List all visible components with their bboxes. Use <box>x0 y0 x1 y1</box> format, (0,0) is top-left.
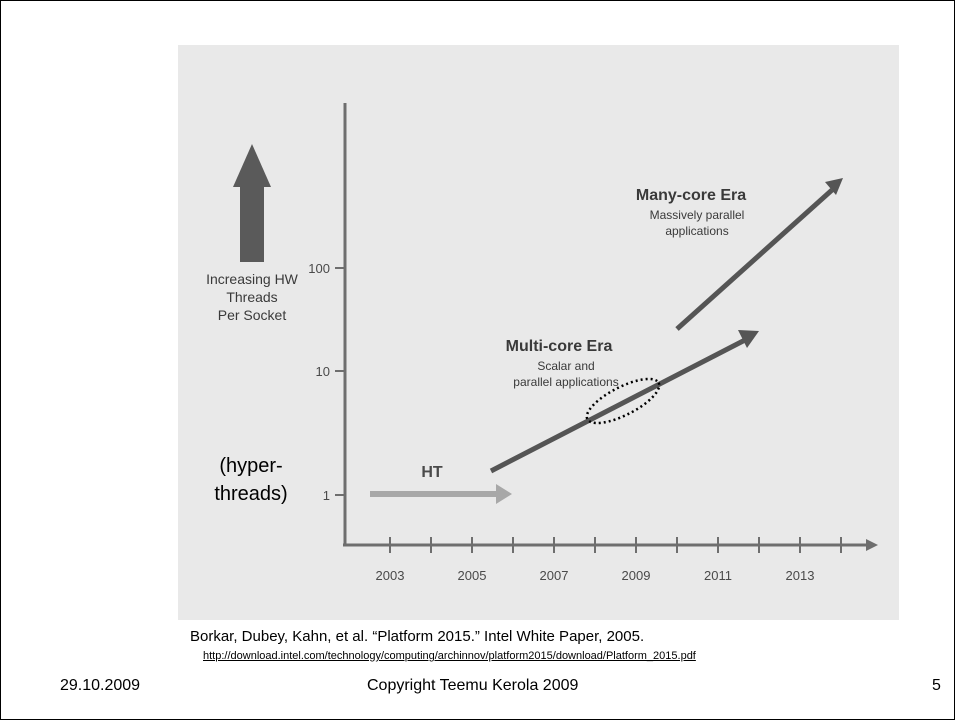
x-tick-label-2007: 2007 <box>540 568 569 583</box>
transition-highlight-ellipse <box>585 377 661 425</box>
manycore-arrowhead-icon <box>825 178 843 195</box>
y-axis-label-line-3: Per Socket <box>218 307 287 323</box>
x-tick-label-2003: 2003 <box>376 568 405 583</box>
ht-label: HT <box>421 464 443 481</box>
x-tick-label-2005: 2005 <box>458 568 487 583</box>
multicore-title: Multi-core Era <box>506 338 613 355</box>
era-figure-panel <box>178 45 899 620</box>
increasing-arrow-icon <box>233 144 271 262</box>
x-tick-label-2011: 2011 <box>704 568 732 583</box>
footer-date: 29.10.2009 <box>60 677 141 694</box>
y-tick-label-1: 1 <box>323 488 330 503</box>
hyperthreads-note-line-1: (hyper- <box>219 455 282 477</box>
x-tick-label-2013: 2013 <box>786 568 815 583</box>
y-tick-label-10: 10 <box>316 364 330 379</box>
manycore-desc-line-1: Massively parallel <box>650 208 745 222</box>
x-tick-marks <box>389 537 842 553</box>
multicore-desc-line-2: parallel applications <box>513 375 618 389</box>
citation-text: Borkar, Dubey, Kahn, et al. “Platform 20… <box>190 628 645 645</box>
y-axis-label-line-2: Threads <box>226 289 277 305</box>
manycore-title: Many-core Era <box>636 187 746 204</box>
citation-link[interactable]: http://download.intel.com/technology/com… <box>203 650 696 662</box>
manycore-desc-line-2: applications <box>665 224 728 238</box>
multicore-arrow <box>489 337 747 474</box>
x-tick-label-2009: 2009 <box>622 568 651 583</box>
hyperthreads-note-line-2: threads) <box>214 483 287 505</box>
manycore-arrow <box>675 188 834 331</box>
page-number: 5 <box>932 677 941 694</box>
footer-copyright: Copyright Teemu Kerola 2009 <box>367 677 579 694</box>
y-axis-label-line-1: Increasing HW <box>206 271 299 287</box>
ht-arrowhead-icon <box>496 484 512 504</box>
multicore-desc-line-1: Scalar and <box>537 359 594 373</box>
multicore-arrowhead-icon <box>738 330 759 348</box>
x-axis-arrowhead-icon <box>866 539 878 551</box>
y-tick-label-100: 100 <box>308 261 330 276</box>
